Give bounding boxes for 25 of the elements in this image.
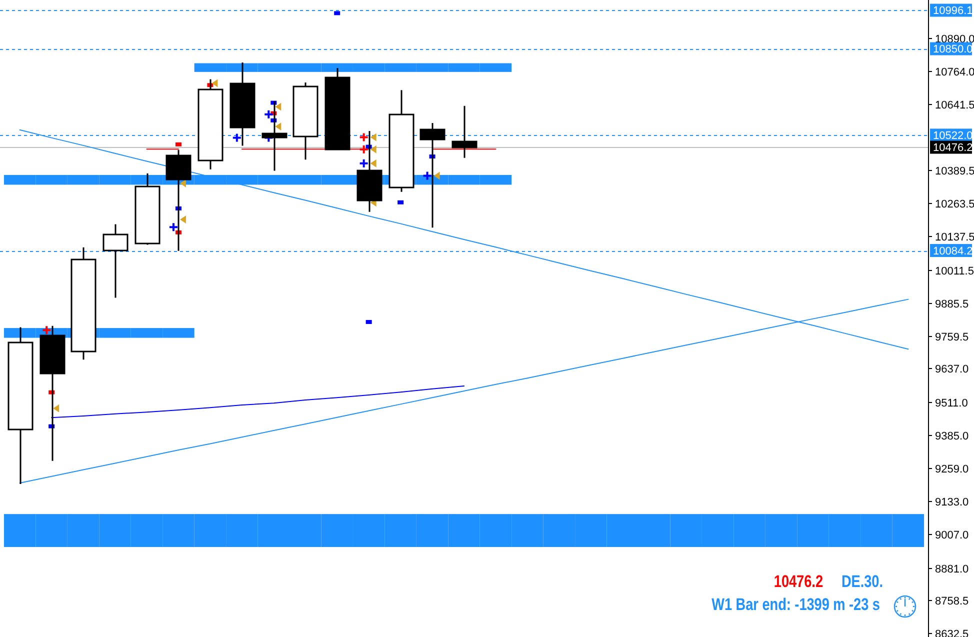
ref-line-label: 10996.1 bbox=[933, 5, 973, 18]
annotation: W1 Bar end: -1399 m -23 s bbox=[712, 596, 880, 614]
y-tick-label: 10263.5 bbox=[935, 198, 974, 210]
y-tick-label: 9007.0 bbox=[935, 530, 969, 542]
y-tick-label: 8881.0 bbox=[935, 564, 969, 576]
y-tick-label: 9637.0 bbox=[935, 364, 969, 376]
ref-line-label: 10476.2 bbox=[933, 142, 973, 154]
y-tick-label: 10137.5 bbox=[935, 232, 974, 244]
y-tick-label: 9385.0 bbox=[935, 430, 969, 442]
y-tick-label: 9511.0 bbox=[935, 398, 968, 410]
y-tick-label: 9885.5 bbox=[935, 298, 969, 310]
annotation: 10476.2 bbox=[774, 572, 823, 592]
y-tick-label: 10764.0 bbox=[935, 66, 974, 78]
y-tick-label: 9259.0 bbox=[935, 464, 969, 476]
y-tick-label: 10389.5 bbox=[935, 166, 974, 178]
y-tick-label: 8758.5 bbox=[935, 596, 969, 608]
y-tick-label: 9133.0 bbox=[935, 496, 969, 508]
y-tick-label: 9759.5 bbox=[935, 332, 969, 344]
ref-line-label: 10522.0 bbox=[933, 130, 973, 142]
annotation: DE.30. bbox=[841, 572, 883, 592]
y-tick-label: 10011.5 bbox=[935, 266, 974, 278]
ref-line-label: 10850.0 bbox=[933, 44, 973, 56]
ref-line-label: 10084.2 bbox=[933, 246, 973, 258]
y-tick-label: 10641.5 bbox=[935, 100, 974, 112]
y-tick-label: 10890.0 bbox=[935, 34, 974, 46]
